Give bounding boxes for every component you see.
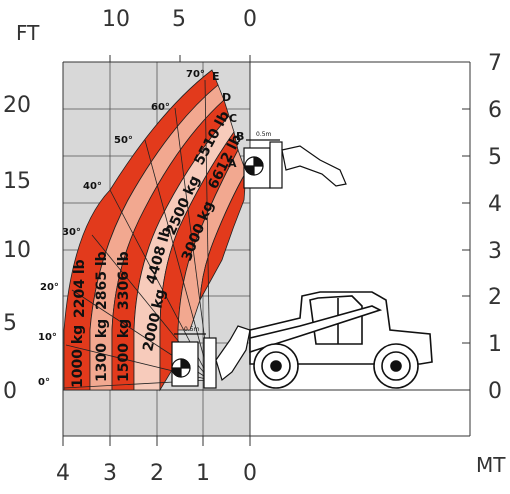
- zone-letter: C: [229, 112, 237, 125]
- top-tick-label: 0: [243, 7, 257, 32]
- angle-label: 60°: [151, 102, 170, 113]
- top-tick-label: 5: [172, 7, 186, 32]
- left-tick-label: 10: [3, 238, 31, 263]
- boom: [249, 305, 383, 354]
- left-tick-label: 5: [3, 311, 17, 336]
- capacity-label: 2865 lb: [94, 251, 110, 310]
- right-tick-label: 4: [488, 192, 502, 217]
- capacity-label: 2204 lb: [72, 259, 88, 318]
- angle-labels: 70° 60° 50° 40° 30° 20° 10° 0°: [38, 69, 205, 388]
- raised-forks: [243, 139, 347, 189]
- telehandler-machine: [249, 291, 433, 389]
- right-tick-label: 1: [488, 332, 502, 357]
- angle-label: 50°: [114, 135, 133, 146]
- left-tick-label: 15: [3, 169, 31, 194]
- attach-label-top: 0.5m: [256, 131, 272, 138]
- right-tick-label: 6: [488, 98, 502, 123]
- bottom-tick-marks: [62, 436, 251, 446]
- angle-label: 30°: [62, 227, 81, 238]
- zone-letters: E D C B A: [212, 70, 244, 170]
- angle-label: 40°: [83, 181, 102, 192]
- bottom-tick-label: 4: [56, 461, 70, 486]
- right-tick-label: 5: [488, 145, 502, 170]
- attach-label-bottom: 0.5m: [184, 326, 200, 333]
- ground-forks: [171, 325, 251, 389]
- right-tick-marks: [462, 61, 470, 391]
- unit-right-label: MT: [476, 453, 506, 477]
- top-axis-labels: 10 5 0: [102, 7, 257, 32]
- zone-letter: D: [222, 91, 231, 104]
- right-axis-labels: 7 6 5 4 3 2 1 0: [488, 51, 502, 404]
- right-tick-label: 0: [488, 379, 502, 404]
- unit-left-label: FT: [16, 21, 40, 45]
- bottom-tick-label: 1: [196, 461, 210, 486]
- bottom-tick-label: 2: [150, 461, 164, 486]
- top-tick-marks: [109, 55, 251, 62]
- zone-6612: [199, 171, 247, 301]
- zone-letter: A: [228, 157, 237, 170]
- left-tick-label: 0: [3, 379, 17, 404]
- right-tick-label: 7: [488, 51, 502, 76]
- zone-letter: E: [212, 70, 220, 83]
- load-zones: [63, 69, 247, 392]
- bottom-axis-labels: 4 3 2 1 0: [56, 461, 257, 486]
- top-tick-label: 10: [102, 7, 130, 32]
- angle-label: 70°: [186, 69, 205, 80]
- capacity-label: 1300 kg: [94, 319, 110, 382]
- capacity-label: 1500 kg: [116, 319, 132, 382]
- zone-letter: B: [236, 130, 244, 143]
- angle-label: 10°: [38, 332, 57, 343]
- angle-label: 0°: [38, 377, 50, 388]
- capacity-label: 3306 lb: [116, 251, 132, 310]
- bottom-tick-label: 3: [103, 461, 117, 486]
- right-tick-label: 2: [488, 285, 502, 310]
- bottom-tick-label: 0: [243, 461, 257, 486]
- angle-label: 20°: [40, 282, 59, 293]
- left-axis-labels: 20 15 10 5 0: [3, 93, 31, 404]
- capacity-label: 1000 kg: [70, 325, 86, 388]
- right-tick-label: 3: [488, 239, 502, 264]
- left-tick-label: 20: [3, 93, 31, 118]
